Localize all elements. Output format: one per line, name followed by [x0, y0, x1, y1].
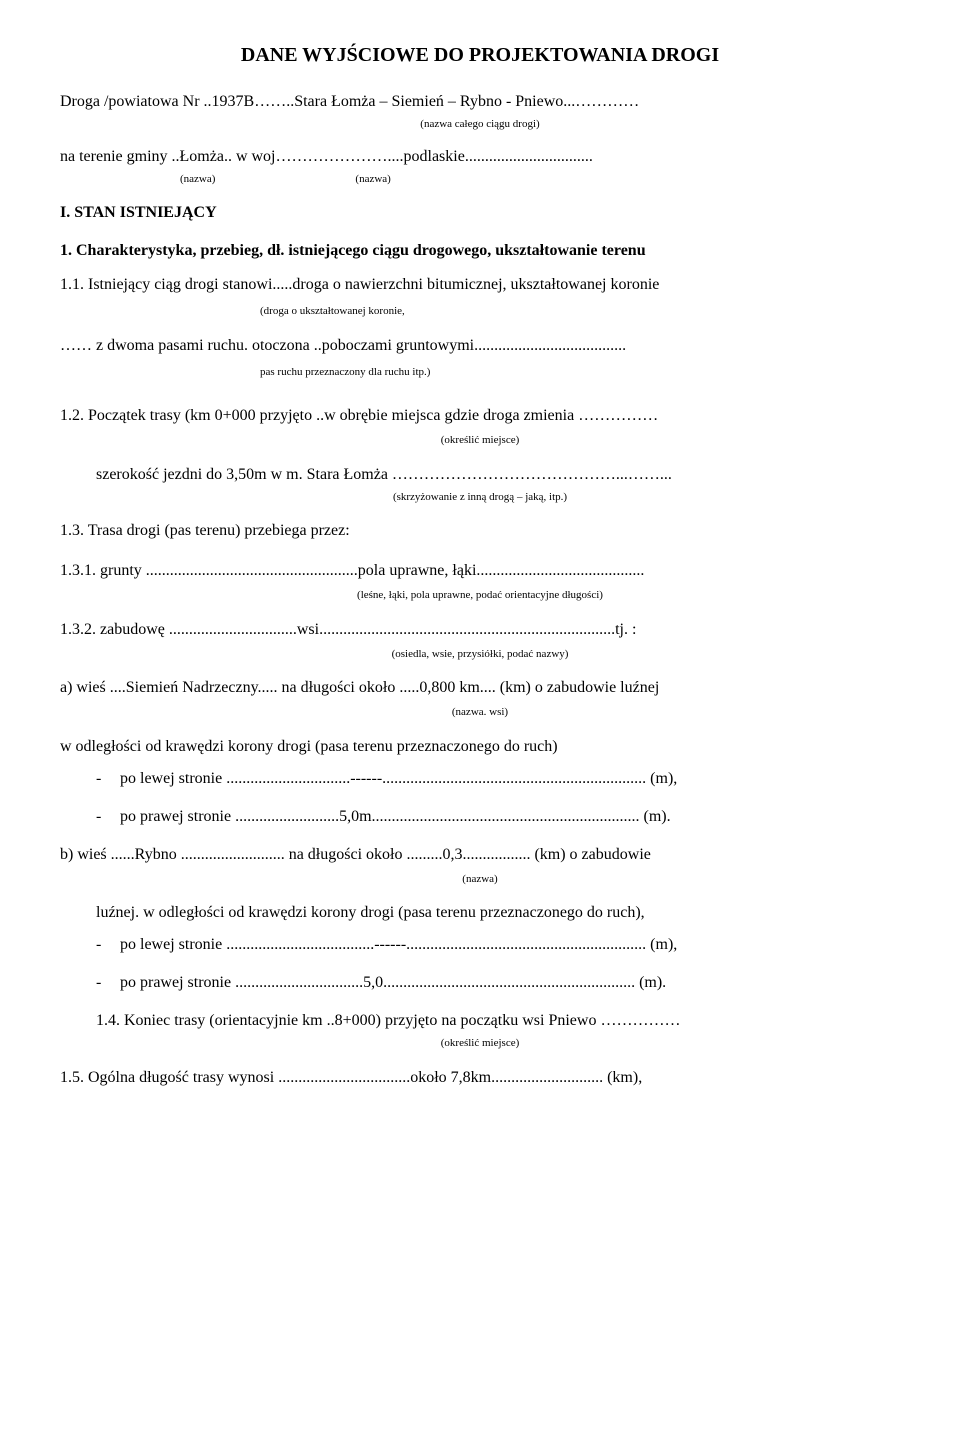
note-a: (nazwa. wsi) [60, 704, 900, 721]
para-1-1: 1.1. Istniejący ciąg drogi stanowi.....d… [60, 273, 900, 297]
note-1-1b: pas ruchu przeznaczony dla ruchu itp.) [60, 364, 900, 381]
para-1-3-2: 1.3.2. zabudowę ........................… [60, 618, 900, 642]
para-1-5: 1.5. Ogólna długość trasy wynosi .......… [60, 1066, 900, 1090]
note-b: (nazwa) [60, 871, 900, 888]
dash-text-a2: po prawej stronie ......................… [120, 808, 671, 825]
note-1-4: (określić miejsce) [60, 1035, 900, 1052]
dash-text-a1: po lewej stronie .......................… [120, 770, 677, 787]
para-a: a) wieś ....Siemień Nadrzeczny..... na d… [60, 676, 900, 700]
dash-item-b2: -po prawej stronie .....................… [96, 971, 900, 995]
line-1: Droga /powiatowa Nr ..1937B……..Stara Łom… [60, 90, 900, 114]
dash-item-b1: -po lewej stronie ......................… [96, 933, 900, 957]
para-1-2: 1.2. Początek trasy (km 0+000 przyjęto .… [60, 404, 900, 428]
note-1-3-2: (osiedla, wsie, przysiółki, podać nazwy) [60, 646, 900, 663]
document-title: DANE WYJŚCIOWE DO PROJEKTOWANIA DROGI [60, 40, 900, 70]
para-1-4: 1.4. Koniec trasy (orientacyjnie km ..8+… [60, 1009, 900, 1033]
para-1-2b: szerokość jezdni do 3,50m w m. Stara Łom… [60, 463, 900, 487]
para-1-3-1: 1.3.1. grunty ..........................… [60, 559, 900, 583]
note-1-2b: (skrzyżowanie z inną drogą – jaką, itp.) [60, 489, 900, 506]
note-1-1: (droga o ukształtowanej koronie, [60, 303, 900, 320]
section-1-heading: I. STAN ISTNIEJĄCY [60, 201, 900, 225]
dash-item-a2: -po prawej stronie .....................… [96, 805, 900, 829]
para-b2: luźnej. w odległości od krawędzi korony … [60, 901, 900, 925]
line-2: na terenie gminy ..Łomża.. w woj………………….… [60, 145, 900, 169]
dash-text-b1: po lewej stronie .......................… [120, 936, 677, 953]
para-1-1b: …… z dwoma pasami ruchu. otoczona ..pobo… [60, 334, 900, 358]
label-nazwa-a: (nazwa) [180, 171, 215, 188]
dash-text-b2: po prawej stronie ......................… [120, 974, 666, 991]
note-1-2: (określić miejsce) [60, 432, 900, 449]
para-1-3: 1.3. Trasa drogi (pas terenu) przebiega … [60, 519, 900, 543]
para-b: b) wieś ......Rybno ....................… [60, 843, 900, 867]
para-a2: w odległości od krawędzi korony drogi (p… [60, 735, 900, 759]
section-1-1-heading: 1. Charakterystyka, przebieg, dł. istnie… [60, 239, 900, 263]
note-1-3-1: (leśne, łąki, pola uprawne, podać orient… [60, 587, 900, 604]
label-nazwa-b: (nazwa) [355, 171, 390, 188]
dash-item-a1: -po lewej stronie ......................… [96, 767, 900, 791]
note-1: (nazwa całego ciągu drogi) [60, 116, 900, 133]
